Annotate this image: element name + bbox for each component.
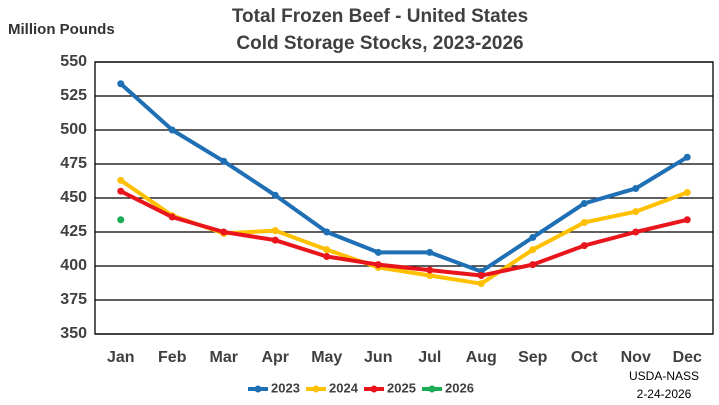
date-note: 2-24-2026 (637, 387, 692, 401)
y-tick-label: 500 (60, 121, 87, 138)
y-tick-label: 550 (60, 53, 87, 70)
x-tick-label: Nov (621, 349, 651, 366)
data-point (426, 248, 434, 256)
y-tick-label: 475 (60, 155, 87, 172)
data-point (323, 252, 331, 260)
data-point (426, 272, 434, 280)
x-tick-label: May (311, 349, 342, 366)
data-point (323, 246, 331, 254)
data-point (374, 261, 382, 269)
data-point (529, 233, 537, 241)
y-tick-label: 425 (60, 223, 87, 240)
x-tick-label: Sep (518, 349, 548, 366)
data-point (477, 272, 485, 280)
data-point (117, 216, 125, 224)
y-tick-label: 400 (60, 257, 87, 274)
series-line (119, 189, 688, 278)
x-tick-label: Aug (466, 349, 497, 366)
legend-marker (370, 385, 378, 393)
data-point (220, 228, 228, 236)
y-tick-label: 350 (60, 325, 87, 342)
data-point (683, 153, 691, 161)
data-point (220, 157, 228, 165)
data-point (271, 236, 279, 244)
legend-label: 2023 (271, 380, 300, 395)
chart-subtitle: Cold Storage Stocks, 2023-2026 (236, 33, 523, 54)
legend-marker (428, 385, 436, 393)
data-point (168, 213, 176, 221)
x-tick-label: Jan (107, 349, 135, 366)
data-point (529, 261, 537, 269)
x-tick-label: Jul (418, 349, 441, 366)
data-point (117, 176, 125, 184)
data-point (168, 126, 176, 134)
data-point (117, 80, 125, 88)
data-point (117, 187, 125, 195)
source-note: USDA-NASS (629, 369, 699, 383)
y-tick-label: 375 (60, 291, 87, 308)
data-point (632, 228, 640, 236)
y-axis-label: Million Pounds (8, 21, 115, 38)
legend-marker (254, 385, 262, 393)
data-point (477, 280, 485, 288)
data-point (271, 227, 279, 235)
data-point (580, 242, 588, 250)
legend-label: 2024 (329, 380, 359, 395)
data-point (271, 191, 279, 199)
legend-label: 2025 (387, 380, 416, 395)
x-tick-label: Feb (158, 349, 187, 366)
chart-title: Total Frozen Beef - United States (232, 6, 528, 27)
data-point (426, 266, 434, 274)
data-point (683, 216, 691, 224)
data-point (323, 228, 331, 236)
y-tick-label: 525 (60, 87, 87, 104)
data-point (529, 246, 537, 254)
data-point (632, 208, 640, 216)
legend-label: 2026 (445, 380, 474, 395)
data-point (580, 199, 588, 207)
x-tick-label: Jun (364, 349, 392, 366)
data-point (580, 218, 588, 226)
x-tick-label: Oct (571, 349, 598, 366)
data-point (374, 248, 382, 256)
x-tick-label: Mar (210, 349, 238, 366)
plot-border (94, 61, 714, 335)
legend-marker (312, 385, 320, 393)
x-tick-label: Apr (261, 349, 289, 366)
x-tick-label: Dec (673, 349, 702, 366)
series-line (119, 82, 689, 274)
data-point (632, 184, 640, 192)
y-tick-label: 450 (60, 189, 87, 206)
data-point (683, 189, 691, 197)
